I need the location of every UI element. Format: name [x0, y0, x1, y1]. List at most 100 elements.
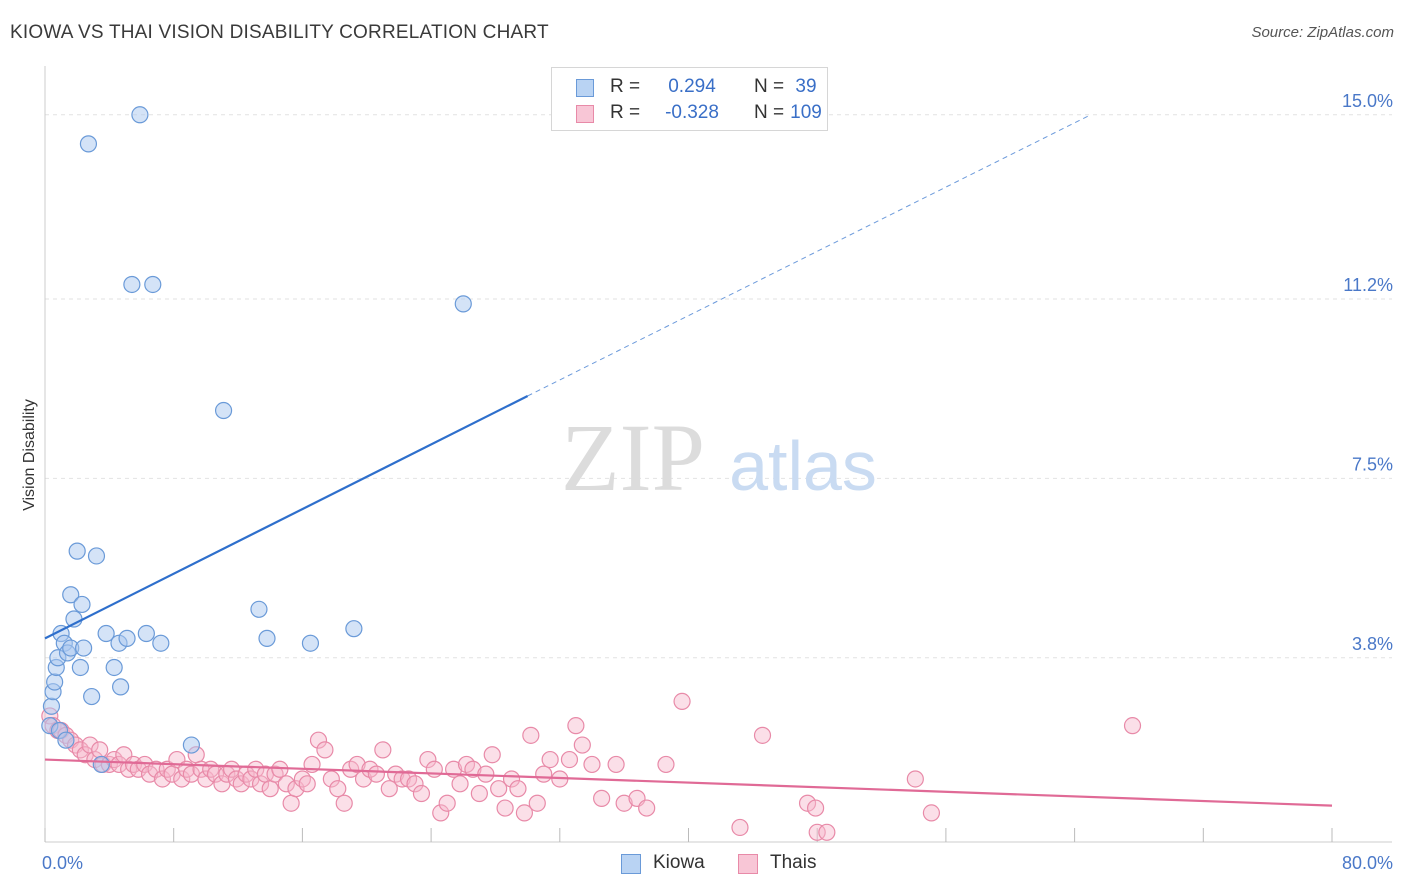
thais-point	[406, 775, 424, 793]
thais-point	[335, 794, 353, 812]
thais-point	[374, 741, 392, 759]
thais-point	[560, 750, 579, 769]
kiowa-point	[214, 401, 233, 420]
kiowa-point	[57, 731, 75, 749]
thais-point	[615, 794, 633, 812]
kiowa-point	[79, 135, 98, 153]
bottom-thais-swatch	[738, 854, 758, 874]
kiowa-point	[131, 106, 149, 124]
thais-point	[509, 780, 527, 798]
thais-r-label: R =	[610, 102, 641, 123]
kiowa-point	[73, 595, 91, 614]
bottom-thais-label: Thais	[770, 852, 817, 873]
kiowa-trend-extension	[527, 114, 1091, 397]
bottom-kiowa-label: Kiowa	[653, 852, 705, 873]
kiowa-point	[87, 547, 106, 565]
thais-point	[153, 770, 172, 788]
y-tick-label: 15.0%	[1342, 91, 1393, 111]
kiowa-r-label: R =	[610, 76, 641, 97]
bottom-kiowa-swatch	[621, 854, 641, 874]
x-tick-label-min: 0.0%	[42, 853, 83, 873]
watermark-zip: ZIP	[561, 404, 705, 511]
thais-point	[322, 770, 340, 788]
kiowa-n-label: N =	[754, 76, 785, 97]
thais-swatch	[576, 105, 594, 123]
thais-point	[380, 780, 398, 798]
y-tick-label: 11.2%	[1343, 275, 1393, 295]
kiowa-point	[137, 624, 155, 643]
thais-point	[464, 760, 482, 778]
thais-point	[432, 804, 450, 822]
kiowa-point	[118, 629, 136, 647]
thais-trend-line	[44, 758, 1333, 807]
thais-point	[515, 804, 534, 822]
thais-point	[71, 741, 89, 759]
trend-lines	[44, 114, 1333, 807]
thais-point	[922, 804, 941, 822]
watermark-atlas: atlas	[729, 427, 877, 505]
thais-point	[483, 746, 501, 764]
thais-point	[490, 780, 508, 798]
kiowa-n-value: 39	[795, 76, 817, 97]
thais-point	[282, 794, 300, 812]
kiowa-point	[68, 542, 86, 560]
thais-point	[232, 775, 250, 793]
thais-point	[806, 799, 825, 817]
thais-point	[496, 799, 514, 817]
thais-point	[657, 755, 675, 774]
thais-point	[541, 750, 559, 769]
thais-point	[293, 770, 311, 788]
kiowa-point	[75, 639, 93, 657]
thais-point	[261, 780, 279, 798]
kiowa-point	[42, 697, 61, 715]
thais-point	[419, 750, 437, 769]
kiowa-point	[454, 295, 472, 313]
kiowa-point	[46, 673, 64, 691]
thais-point	[451, 775, 469, 793]
thais-point	[91, 741, 109, 759]
grid-lines	[45, 114, 1392, 659]
thais-point	[316, 741, 334, 759]
thais-point	[1123, 717, 1142, 735]
correlation-legend: R = 0.294 N = 39 R = -0.328 N = 109	[551, 67, 828, 131]
thais-r-value: -0.328	[665, 102, 719, 123]
source-label: Source: ZipAtlas.com	[1251, 24, 1394, 41]
thais-point	[287, 780, 305, 798]
kiowa-point	[250, 600, 268, 618]
thais-point	[412, 784, 431, 803]
thais-point	[120, 760, 138, 778]
kiowa-point	[71, 658, 89, 677]
thais-point	[906, 770, 924, 788]
thais-point	[470, 784, 488, 803]
kiowa-point	[301, 634, 320, 652]
kiowa-point	[182, 736, 200, 754]
thais-point	[808, 823, 826, 841]
thais-point	[393, 770, 411, 788]
kiowa-r-value: 0.294	[668, 76, 716, 97]
thais-point	[522, 726, 540, 744]
y-tick-label: 7.5%	[1352, 454, 1393, 474]
thais-point	[731, 818, 749, 837]
y-tick-label: 3.8%	[1352, 634, 1393, 654]
kiowa-point	[258, 629, 276, 647]
thais-point	[173, 770, 191, 788]
thais-point	[197, 770, 215, 788]
kiowa-point	[152, 634, 170, 652]
thais-point	[638, 799, 656, 817]
thais-point	[818, 823, 836, 841]
thais-point	[753, 726, 772, 744]
kiowa-trend-line	[44, 394, 529, 640]
y-axis-title: Vision Disability	[21, 399, 38, 511]
kiowa-point	[345, 620, 363, 638]
chart-title: KIOWA VS THAI VISION DISABILITY CORRELAT…	[10, 22, 549, 43]
thais-point	[110, 755, 128, 774]
kiowa-point	[92, 755, 110, 774]
thais-points	[41, 692, 1142, 841]
thais-point	[251, 775, 270, 793]
thais-point	[798, 794, 817, 812]
thais-point	[438, 794, 456, 812]
kiowa-point	[112, 678, 130, 696]
thais-point	[502, 770, 521, 788]
kiowa-points	[41, 106, 472, 774]
